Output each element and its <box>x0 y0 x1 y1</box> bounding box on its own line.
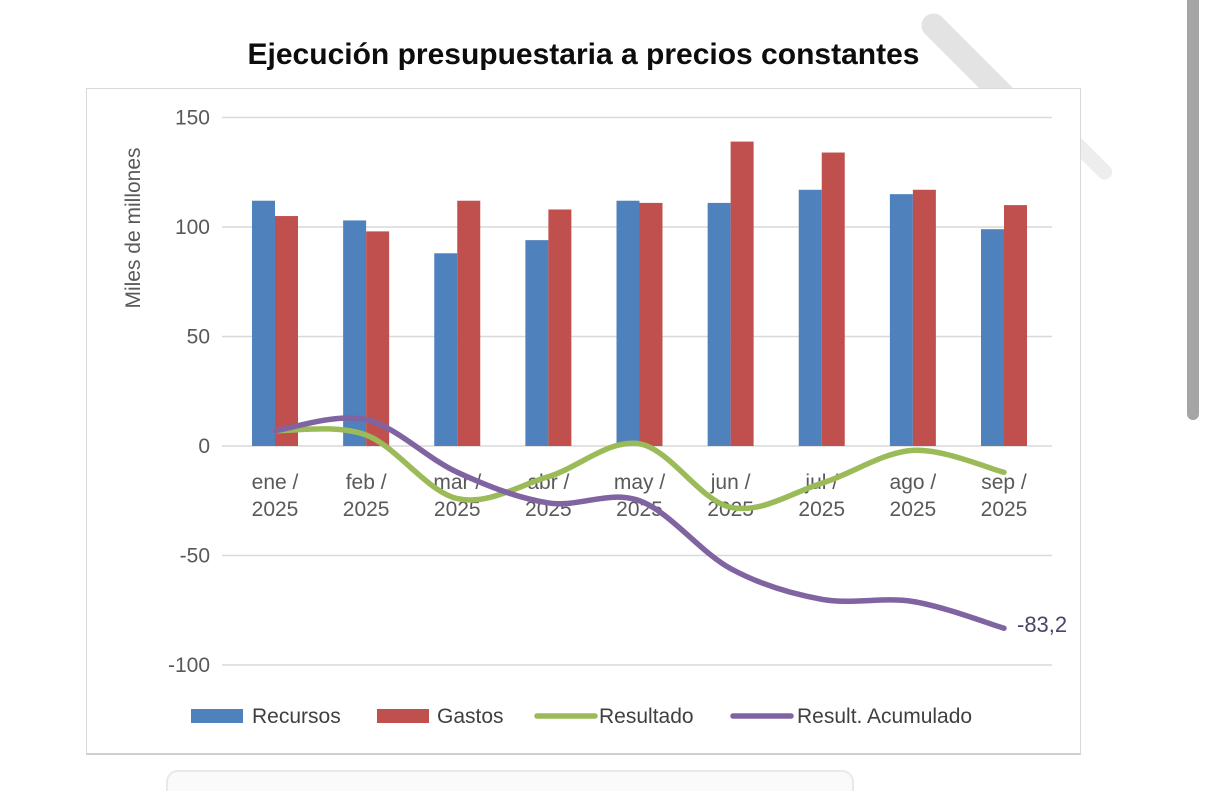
bar-recursos <box>707 202 731 446</box>
x-category-label: sep / <box>981 471 1027 494</box>
x-category-label: may / <box>614 471 666 494</box>
x-category-label-year: 2025 <box>343 498 390 521</box>
bar-gastos <box>275 216 298 446</box>
x-category-label-year: 2025 <box>434 498 481 521</box>
legend-label: Result. Acumulado <box>797 705 972 728</box>
x-category-label: abr / <box>527 471 569 494</box>
y-axis-tick-labels: 150 100 50 0 -50 -100 <box>168 107 210 678</box>
legend-item-gastos[interactable]: Gastos <box>377 705 504 728</box>
chart-title: Ejecución presupuestaria a precios const… <box>247 38 920 71</box>
x-category-label: ene / <box>252 471 299 494</box>
bar-gastos <box>366 231 390 446</box>
y-tick-label: -100 <box>168 654 210 677</box>
bar-recursos <box>343 220 367 446</box>
bar-gastos <box>639 202 663 446</box>
x-category-label: feb / <box>346 471 387 494</box>
y-axis-title: Miles de millones <box>122 147 145 308</box>
bars-group <box>252 141 1027 447</box>
legend: Recursos Gastos Resultado Result. Acumulado <box>191 705 972 728</box>
bar-recursos <box>525 240 549 446</box>
bar-recursos <box>616 200 640 446</box>
scrollbar-thumb[interactable] <box>1187 0 1199 420</box>
legend-item-resultado[interactable]: Resultado <box>534 705 694 728</box>
bar-recursos <box>434 253 458 446</box>
lines-group: -83,2 <box>272 415 1067 637</box>
legend-item-recursos[interactable]: Recursos <box>191 705 341 728</box>
bar-gastos <box>912 189 936 446</box>
bar-gastos <box>457 200 481 446</box>
x-category-label: ago / <box>890 471 937 494</box>
partially-visible-element-below <box>166 770 854 791</box>
y-tick-label: 100 <box>175 216 210 239</box>
legend-swatch-bar <box>377 709 429 723</box>
line-resultado <box>272 426 1007 512</box>
legend-label: Gastos <box>437 705 504 728</box>
x-category-label-year: 2025 <box>890 498 937 521</box>
y-tick-label: 50 <box>187 326 210 349</box>
bar-gastos <box>730 141 754 446</box>
bar-gastos <box>821 152 845 447</box>
bar-gastos <box>1004 205 1027 446</box>
y-tick-label: 0 <box>198 435 210 458</box>
x-category-label: jun / <box>710 471 751 494</box>
bar-recursos <box>252 200 275 446</box>
legend-label: Resultado <box>599 705 694 728</box>
y-tick-label: -50 <box>180 545 210 568</box>
line-end-data-label: -83,2 <box>1017 612 1067 637</box>
legend-label: Recursos <box>252 705 341 728</box>
y-tick-label: 150 <box>175 107 210 130</box>
bar-recursos <box>981 229 1004 446</box>
chart-canvas: 150 100 50 0 -50 -100 Miles de millones ene / 20… <box>122 107 1067 729</box>
bar-recursos <box>798 189 822 446</box>
bar-gastos <box>548 209 572 446</box>
bar-recursos <box>889 194 913 446</box>
x-category-label-year: 2025 <box>981 498 1028 521</box>
x-category-label-year: 2025 <box>252 498 299 521</box>
legend-swatch-bar <box>191 709 243 723</box>
chart-panel: 150 100 50 0 -50 -100 Miles de millones ene / 20… <box>86 88 1081 755</box>
line-result-acumulado <box>272 415 1007 631</box>
x-category-label-year: 2025 <box>798 498 845 521</box>
legend-item-result-acumulado[interactable]: Result. Acumulado <box>730 705 972 728</box>
